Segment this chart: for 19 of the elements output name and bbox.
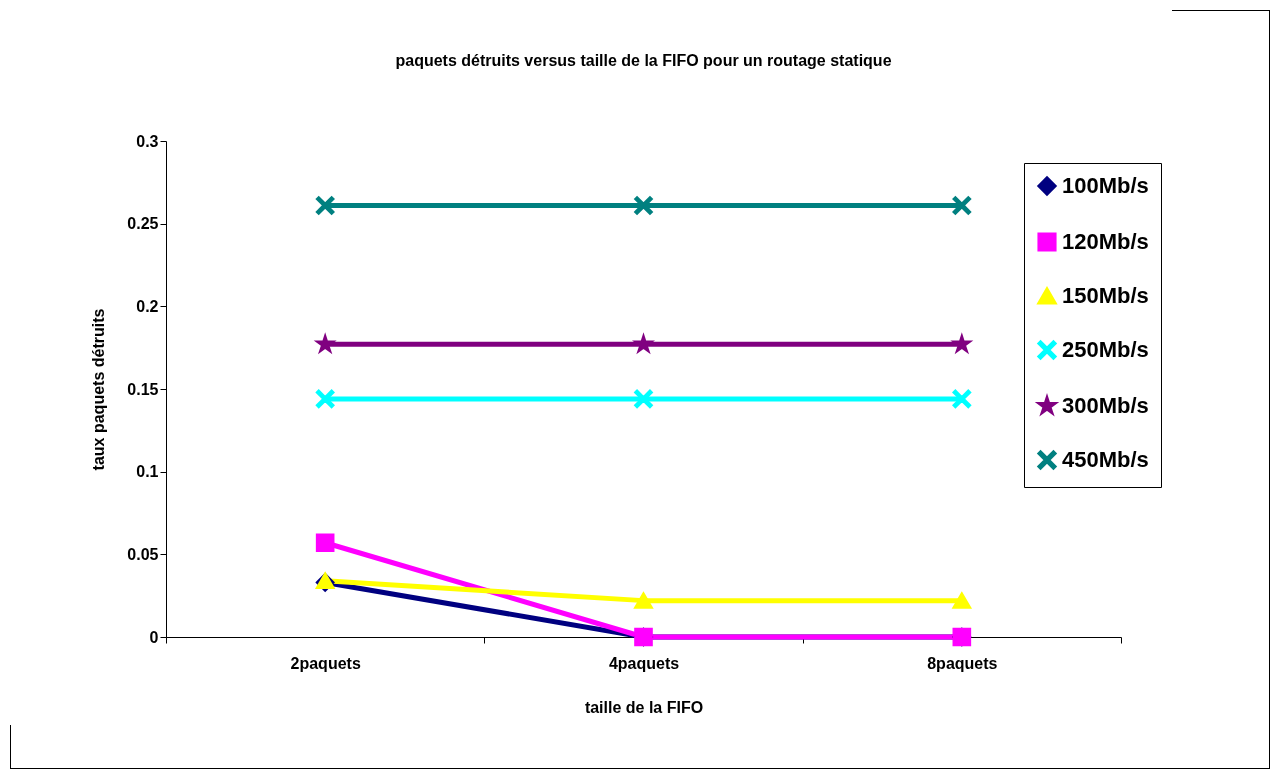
legend-label: 250Mb/s	[1062, 337, 1149, 362]
y-axis-title: taux paquets détruits	[90, 308, 108, 471]
y-tick-label: 0.15	[127, 380, 159, 398]
legend-label: 450Mb/s	[1062, 447, 1149, 472]
x-tick-label: 2paquets	[290, 654, 361, 672]
y-tick-label: 0	[149, 628, 159, 646]
legend-label: 120Mb/s	[1062, 229, 1149, 254]
y-tick-label: 0.05	[127, 545, 159, 563]
legend-label: 150Mb/s	[1062, 283, 1149, 308]
x-axis-title: taille de la FIFO	[584, 698, 704, 716]
legend-label: 100Mb/s	[1062, 173, 1149, 198]
y-tick-label: 0.1	[136, 463, 159, 481]
y-tick-label: 0.3	[136, 132, 159, 150]
y-tick-label: 0.2	[136, 297, 159, 315]
legend-label: 300Mb/s	[1062, 393, 1149, 418]
x-tick-label: 8paquets	[927, 654, 998, 672]
y-tick-label: 0.25	[127, 215, 159, 233]
x-tick-label: 4paquets	[608, 654, 680, 672]
chart-title: paquets détruits versus taille de la FIFO pour un routage statique	[395, 52, 892, 69]
